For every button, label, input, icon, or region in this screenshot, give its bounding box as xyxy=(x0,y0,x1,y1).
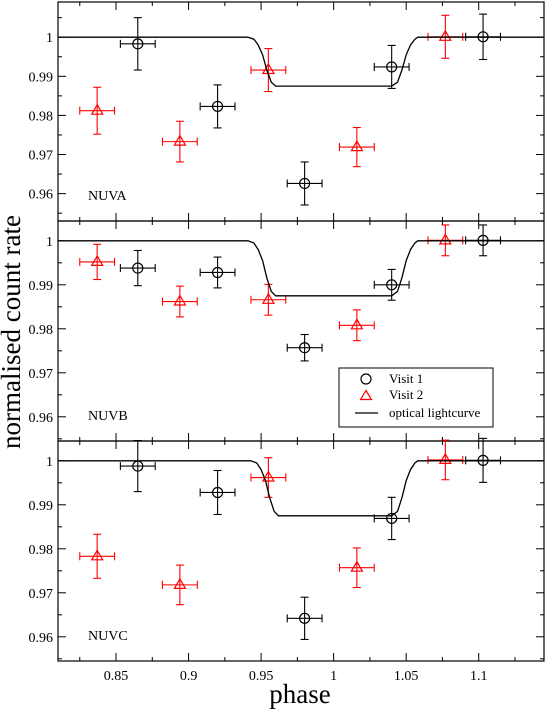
legend-visit2-marker xyxy=(359,389,373,401)
visit1-marker xyxy=(386,61,398,73)
visit1-point xyxy=(119,440,156,493)
optical-lightcurve-line xyxy=(58,240,544,297)
visit1-point xyxy=(286,161,323,206)
y-tick-label: 0.98 xyxy=(29,109,54,124)
visit2-marker xyxy=(173,577,187,590)
visit2-point xyxy=(161,285,198,318)
visit1-point xyxy=(199,256,236,289)
visit1-point xyxy=(373,496,410,541)
visit2-point xyxy=(338,547,375,589)
visit2-marker xyxy=(438,29,452,41)
legend-box xyxy=(338,367,494,428)
visit1-point xyxy=(199,84,236,129)
visit2-marker xyxy=(90,254,104,266)
x-tick-label: 0.9 xyxy=(180,669,198,684)
visit2-marker xyxy=(261,470,275,482)
panel-nuvc: 0.96 0.97 0.98 0.99 1 0.85 0.9 0.95 1 1.05 1.1 NUVC xyxy=(29,437,545,684)
visit2-point xyxy=(338,126,375,168)
y-tick-label: 0.99 xyxy=(29,70,54,85)
visit2-marker xyxy=(261,292,275,304)
y-tick-label: 0.97 xyxy=(29,149,54,164)
y-tick-label: 0.96 xyxy=(29,411,54,426)
y-tick-label: 0.97 xyxy=(29,587,54,602)
panel-nuvb: 0.96 0.97 0.98 0.99 1 NUVB xyxy=(29,220,545,442)
visit1-marker xyxy=(299,177,311,190)
legend-visit2-label: Visit 2 xyxy=(389,387,423,402)
panel-label-nuvb: NUVB xyxy=(88,409,128,424)
panels: 0.96 0.97 0.98 0.99 1 NUVA 0.96 0.97 0.98 0.99 1 NU… xyxy=(29,1,545,684)
visit1-marker xyxy=(386,279,398,291)
panel-label-nuva: NUVA xyxy=(88,189,128,204)
visit2-point xyxy=(250,47,287,93)
x-tick-label: 1 xyxy=(330,669,337,684)
y-tick-label: 1 xyxy=(46,31,53,46)
y-tick-label: 1 xyxy=(46,235,53,250)
visit1-point xyxy=(119,17,156,71)
y-tick-label: 0.98 xyxy=(29,323,54,338)
visit2-marker xyxy=(350,139,364,152)
visit2-point xyxy=(79,533,116,579)
visit1-marker xyxy=(211,266,224,279)
plot-frame xyxy=(57,440,545,662)
y-tick-label: 0.99 xyxy=(29,279,54,294)
y-tick-label: 1 xyxy=(46,455,53,470)
visit2-marker xyxy=(350,560,364,572)
visit2-marker xyxy=(90,549,104,561)
visit2-point xyxy=(250,457,287,498)
visit2-point xyxy=(161,120,198,163)
y-axis-label: normalised count rate xyxy=(0,215,26,449)
visit1-point xyxy=(373,44,410,89)
visit2-marker xyxy=(438,233,452,245)
visit2-marker xyxy=(350,318,364,330)
visit1-marker xyxy=(211,100,224,113)
legend-optical-label: optical lightcurve xyxy=(389,405,481,420)
visit1-marker xyxy=(386,512,398,525)
x-tick-label: 1.1 xyxy=(470,669,488,684)
plot-frame xyxy=(57,1,545,222)
legend: Visit 1 Visit 2 optical lightcurve xyxy=(338,367,494,428)
y-tick-label: 0.97 xyxy=(29,367,54,382)
panel-label-nuvc: NUVC xyxy=(88,629,128,644)
visit2-point xyxy=(79,86,116,135)
visit1-point xyxy=(286,333,323,362)
visit1-marker xyxy=(299,342,311,354)
visit1-point xyxy=(199,469,236,516)
y-tick-label: 0.96 xyxy=(29,188,54,203)
y-tick-label: 0.96 xyxy=(29,631,54,646)
visit1-marker xyxy=(132,38,144,50)
visit2-point xyxy=(161,564,198,606)
visit1-point xyxy=(119,249,156,287)
x-tick-label: 1.05 xyxy=(394,669,419,684)
visit1-marker xyxy=(132,262,144,274)
x-tick-label: 0.95 xyxy=(249,669,274,684)
visit2-point xyxy=(79,243,116,281)
visit2-point xyxy=(338,309,375,342)
optical-lightcurve-line xyxy=(58,36,544,87)
legend-visit1-marker xyxy=(360,373,372,385)
y-tick-label: 0.98 xyxy=(29,543,54,558)
visit2-marker xyxy=(173,294,187,306)
visit2-marker xyxy=(173,134,187,146)
visit1-point xyxy=(286,596,323,640)
x-axis-label: phase xyxy=(269,679,330,709)
visit2-point xyxy=(250,283,287,316)
legend-visit1-label: Visit 1 xyxy=(389,371,423,386)
y-tick-label: 0.99 xyxy=(29,499,54,514)
visit1-marker xyxy=(299,612,311,624)
visit1-marker xyxy=(211,486,224,499)
optical-lightcurve-line xyxy=(58,460,544,517)
visit2-marker xyxy=(438,452,452,464)
visit2-marker xyxy=(90,103,104,115)
x-tick-label: 0.85 xyxy=(104,669,129,684)
panel-nuva: 0.96 0.97 0.98 0.99 1 NUVA xyxy=(29,1,545,222)
visit2-point xyxy=(427,439,464,481)
